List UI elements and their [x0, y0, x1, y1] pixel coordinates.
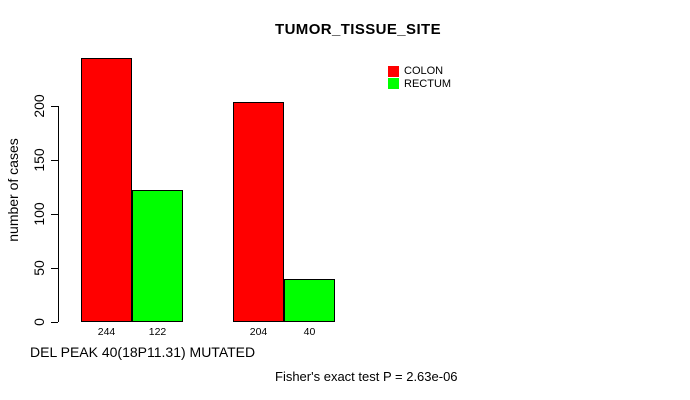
- y-tick-label: 150: [31, 148, 47, 172]
- legend-row-colon: COLON: [388, 65, 451, 78]
- y-tick-mark: [51, 267, 58, 269]
- bar-colon-group1: [81, 58, 132, 322]
- y-tick-label: 50: [31, 260, 47, 276]
- legend-label: COLON: [404, 65, 444, 78]
- chart-title: TUMOR_TISSUE_SITE: [275, 21, 441, 38]
- legend-row-rectum: RECTUM: [388, 78, 451, 91]
- bar-value-label: 122: [148, 326, 167, 338]
- y-axis-line: [58, 106, 59, 322]
- pvalue-annotation: Fisher's exact test P = 2.63e-06: [275, 369, 458, 384]
- bar-rectum-group2: [284, 278, 335, 322]
- y-axis-label: number of cases: [5, 138, 21, 242]
- bar-value-label: 204: [249, 326, 268, 338]
- y-tick-label: 100: [31, 202, 47, 226]
- y-tick-mark: [51, 105, 58, 107]
- y-tick-label: 0: [31, 318, 47, 326]
- bar-value-label: 40: [303, 326, 316, 338]
- legend-swatch-rectum: [388, 78, 399, 90]
- bar-rectum-group1: [132, 190, 183, 322]
- y-tick-label: 200: [31, 94, 47, 118]
- y-tick-mark: [51, 321, 58, 323]
- legend-swatch-colon: [388, 65, 399, 77]
- x-axis-label: DEL PEAK 40(18P11.31) MUTATED: [30, 344, 256, 360]
- legend: COLON RECTUM: [388, 65, 451, 90]
- bar-colon-group2: [233, 101, 284, 322]
- legend-label: RECTUM: [404, 77, 452, 90]
- y-tick-mark: [51, 213, 58, 215]
- bar-value-label: 244: [97, 326, 116, 338]
- y-tick-mark: [51, 159, 58, 161]
